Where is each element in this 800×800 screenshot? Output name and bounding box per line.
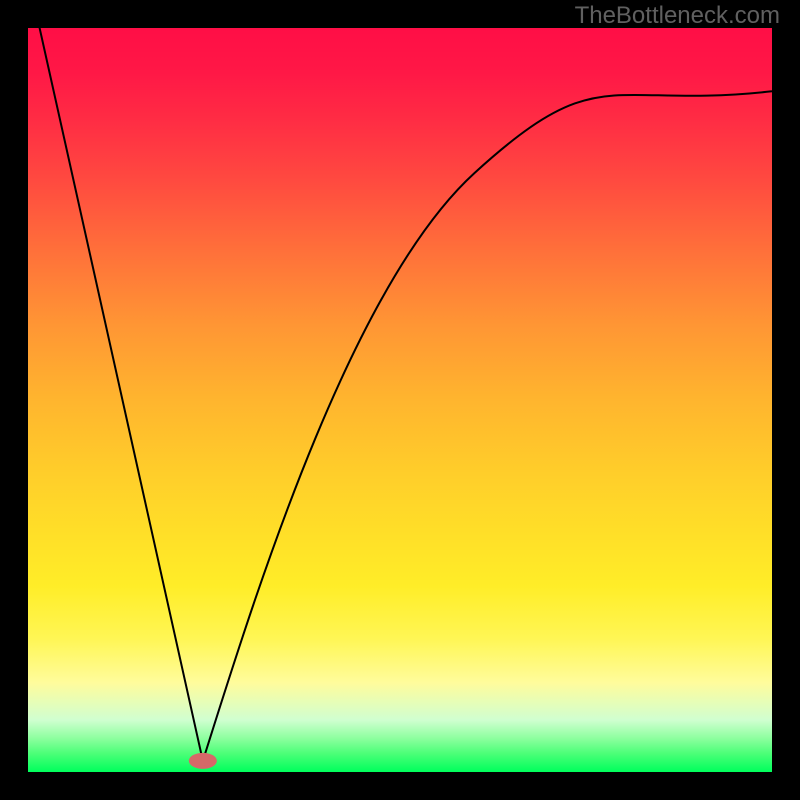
optimal-point-marker	[189, 753, 217, 769]
chart-area	[28, 28, 772, 772]
chart-background	[28, 28, 772, 772]
chart-svg	[28, 28, 772, 772]
watermark-text: TheBottleneck.com	[575, 2, 780, 30]
